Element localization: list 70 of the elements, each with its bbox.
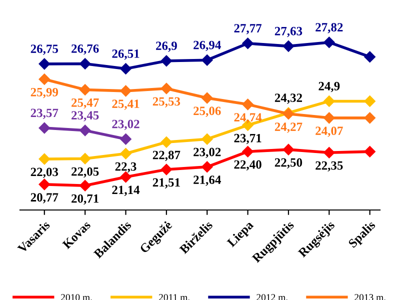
data-label: 24,74 <box>234 113 262 124</box>
data-label: 22,03 <box>30 168 58 178</box>
point <box>282 40 294 52</box>
data-label: 20,77 <box>30 193 58 204</box>
point <box>160 136 172 148</box>
point <box>364 146 376 158</box>
point <box>324 36 335 48</box>
data-label: 26,75 <box>30 44 58 55</box>
point <box>364 96 376 107</box>
point <box>120 148 132 160</box>
point <box>324 146 335 158</box>
data-label: 27,63 <box>274 26 302 38</box>
point <box>79 58 91 70</box>
data-label: 24,27 <box>274 122 302 133</box>
data-label: 21,14 <box>112 186 140 196</box>
data-label: 22,50 <box>274 158 302 169</box>
point <box>202 161 213 173</box>
point <box>282 144 294 156</box>
data-label: 22,35 <box>316 161 343 172</box>
data-label: 22,3 <box>115 162 136 173</box>
point <box>324 112 335 124</box>
point <box>202 133 213 145</box>
point <box>120 85 132 97</box>
data-label: 23,02 <box>112 120 140 130</box>
data-label: 23,71 <box>234 134 262 144</box>
point <box>242 146 254 158</box>
point <box>160 164 172 176</box>
point <box>202 92 213 104</box>
point <box>38 58 50 70</box>
data-label: 20,71 <box>72 194 98 205</box>
point <box>79 84 91 96</box>
data-label: 25,41 <box>112 100 140 110</box>
data-label: 27,82 <box>316 23 343 34</box>
data-label: 23,45 <box>72 111 99 122</box>
data-label: 26,76 <box>72 44 99 55</box>
point <box>160 55 172 67</box>
data-label: 23,02 <box>194 148 221 158</box>
point <box>79 124 91 136</box>
point <box>120 63 132 74</box>
data-label: 24,32 <box>274 94 302 104</box>
point <box>38 74 50 85</box>
data-label: 26,51 <box>112 49 140 60</box>
data-label: 21,51 <box>152 178 180 188</box>
point <box>324 96 335 107</box>
data-label: 26,9 <box>156 42 177 52</box>
point <box>79 153 91 164</box>
point <box>242 38 254 49</box>
data-label: 25,47 <box>72 98 99 109</box>
data-label: 27,77 <box>234 24 262 34</box>
data-label: 24,9 <box>318 82 340 92</box>
data-label: 26,94 <box>194 40 221 52</box>
point <box>242 98 254 110</box>
point <box>38 122 50 134</box>
point <box>120 133 132 145</box>
data-label: 21,64 <box>194 176 221 186</box>
point <box>364 51 376 62</box>
data-label: 25,99 <box>30 88 58 98</box>
data-label: 22,05 <box>72 167 99 178</box>
point <box>160 82 172 94</box>
data-label: 24,07 <box>316 126 343 137</box>
data-label: 22,40 <box>234 160 262 171</box>
data-label: 22,87 <box>152 150 180 162</box>
data-label: 25,53 <box>152 97 180 108</box>
point <box>202 54 213 66</box>
point <box>38 178 50 190</box>
data-label: 23,57 <box>30 108 58 119</box>
point <box>79 180 91 192</box>
point <box>38 153 50 165</box>
data-label: 25,06 <box>194 106 221 117</box>
point <box>364 112 376 124</box>
